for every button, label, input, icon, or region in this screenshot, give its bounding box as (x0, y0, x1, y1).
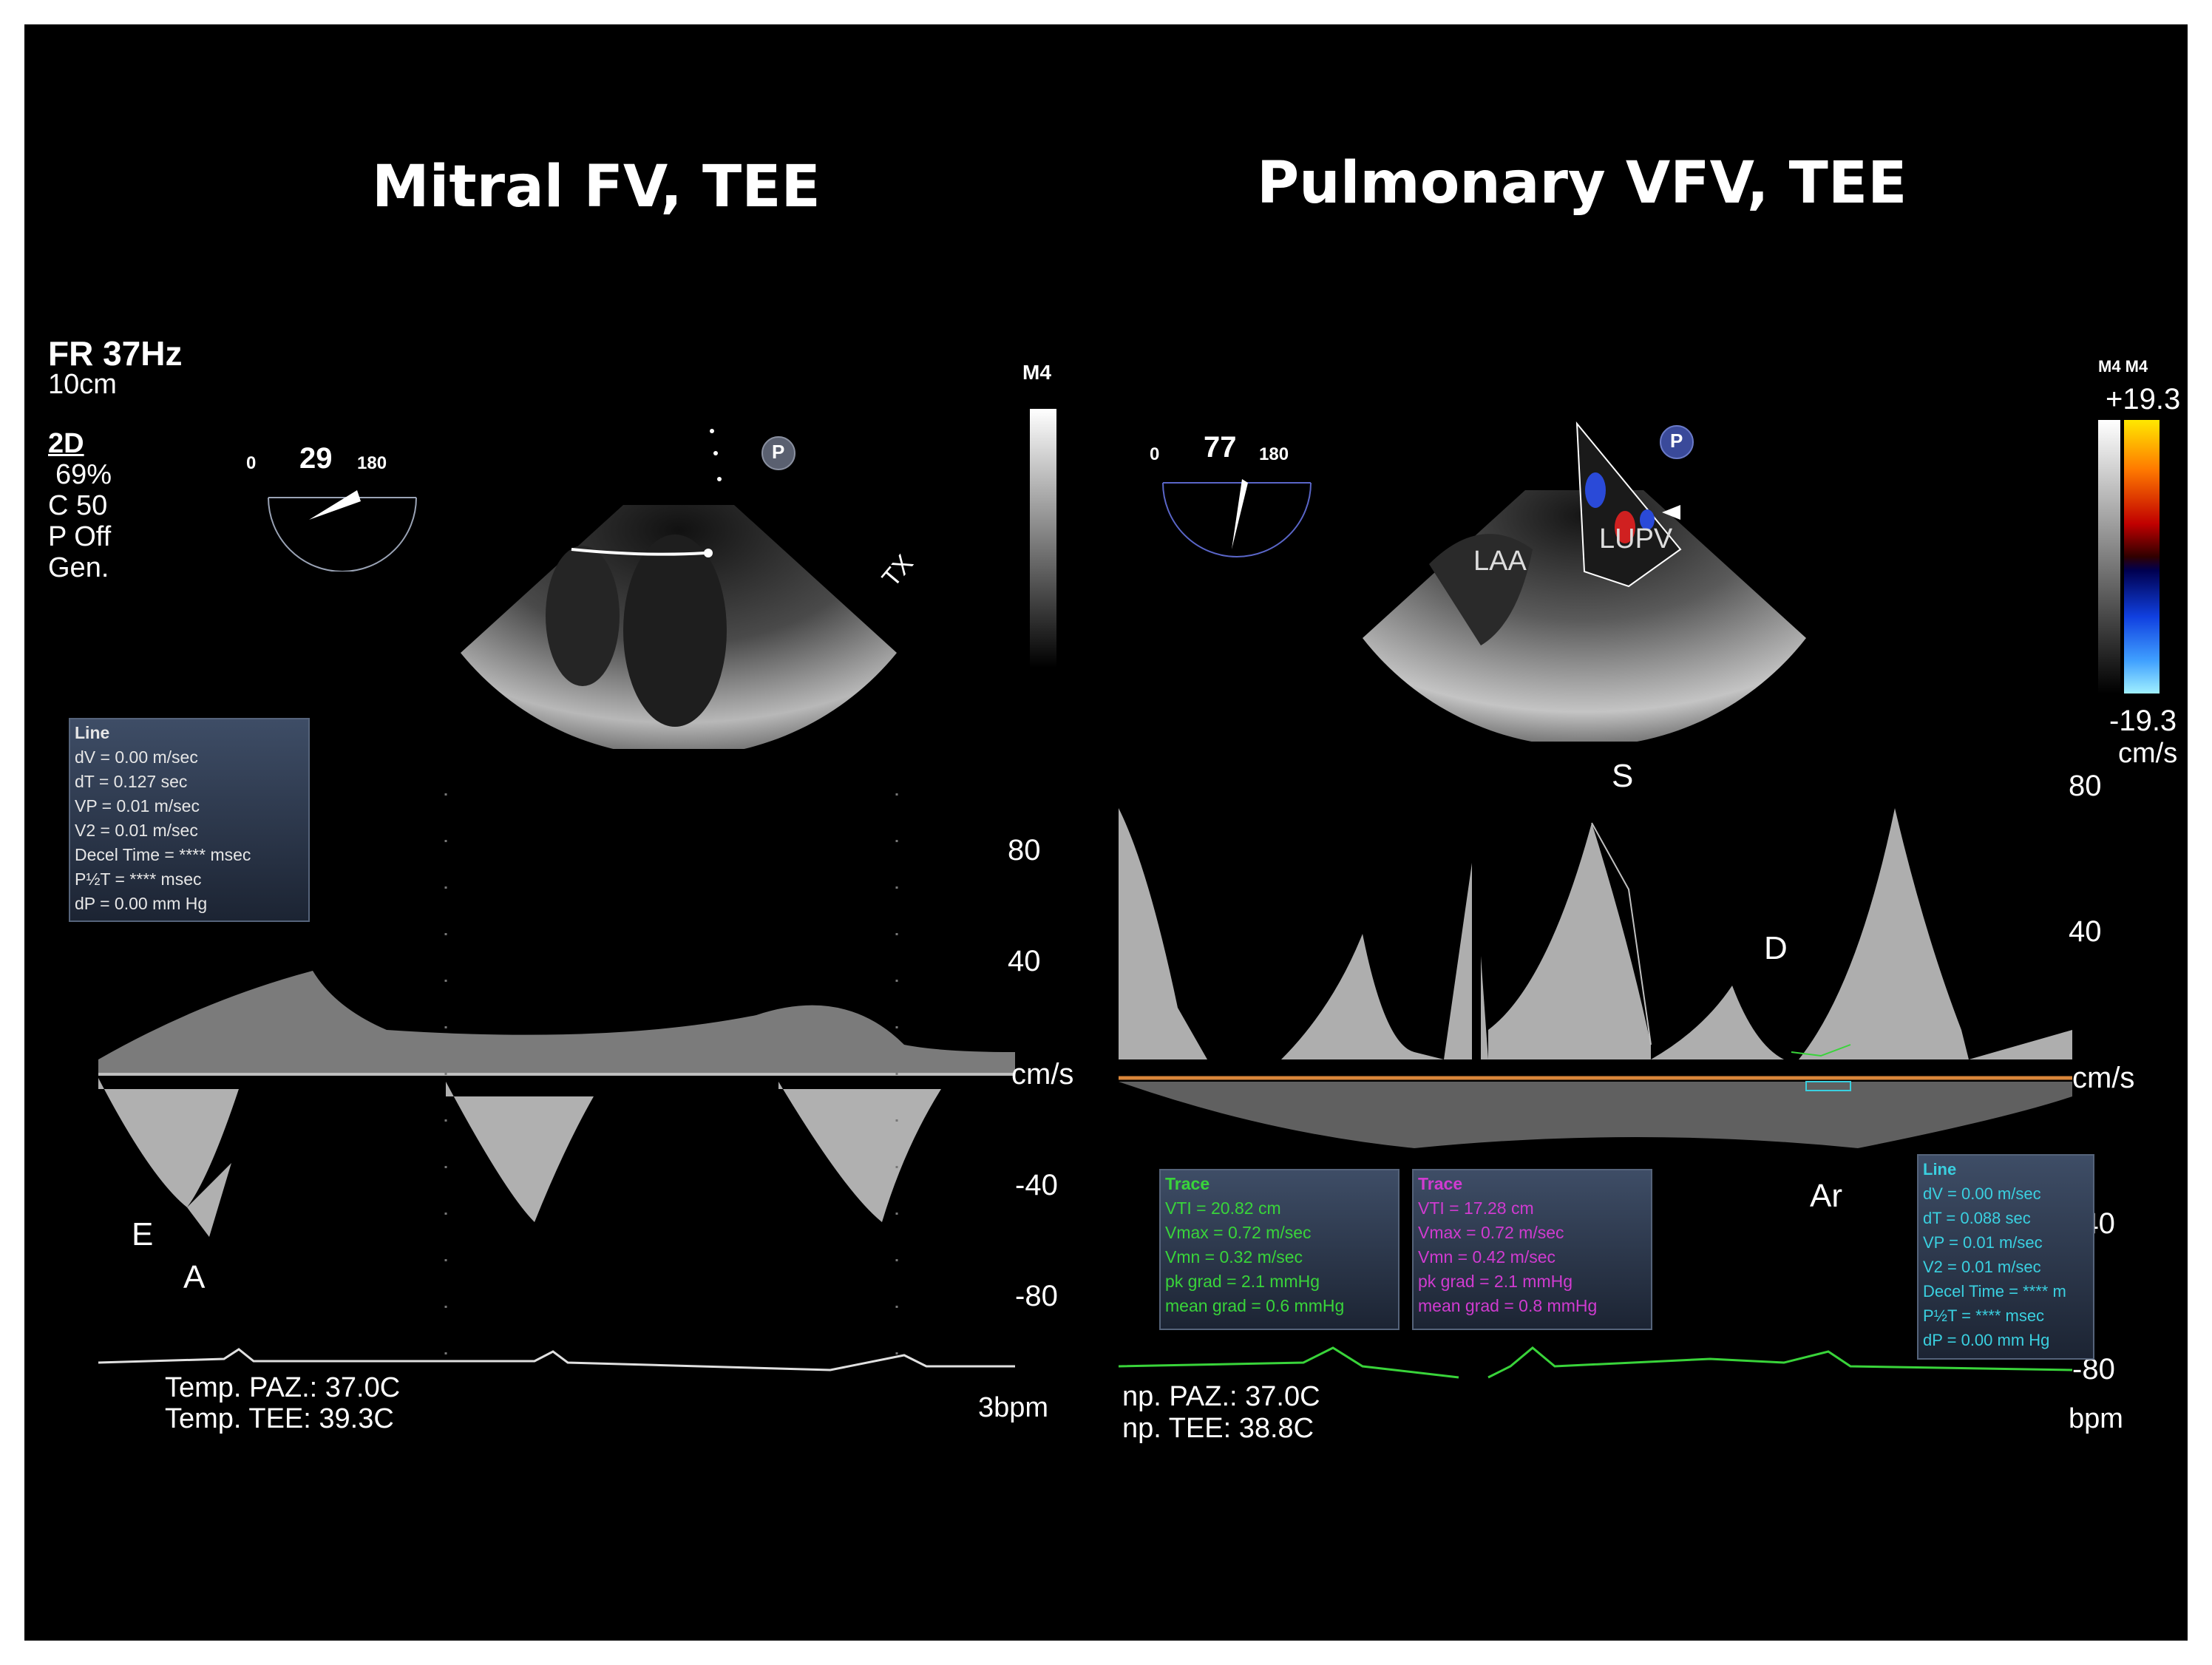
angle-value-right: 77 (1204, 431, 1237, 464)
label-lupv: LUPV (1599, 523, 1673, 555)
scale-tick-neg40: -40 (1015, 1169, 1058, 1201)
trace-title: Trace (1165, 1174, 1210, 1193)
wave-label-a: A (183, 1259, 206, 1295)
temp-tee-right: np. TEE: 38.8C (1122, 1413, 1314, 1444)
probe-label-right: M4 M4 (2098, 357, 2148, 376)
mode-2d: 2D (48, 428, 84, 459)
line-row: dP = 0.00 mm Hg (1923, 1331, 2050, 1349)
doppler-spectrum-right (1119, 801, 2073, 1379)
slide: Mitral FV, TEE Pulmonary VFV, TEE FR 37H… (24, 24, 2188, 1641)
temp-tee-left: Temp. TEE: 39.3C (165, 1403, 394, 1434)
angle-max-right: 180 (1259, 444, 1289, 464)
line-title-right: Line (1923, 1160, 1957, 1179)
line-row: P½T = **** msec (1923, 1306, 2045, 1325)
p-icon-label-left: P (772, 441, 785, 463)
temp-paz-left: Temp. PAZ.: 37.0C (165, 1372, 401, 1403)
angle-value: 29 (299, 442, 333, 475)
echo-sector-left (461, 429, 897, 749)
color-scale-bottom: -19.3 (2109, 705, 2177, 737)
bpm-right: bpm (2069, 1403, 2123, 1434)
trace-row: Vmax = 0.72 m/sec (1165, 1223, 1312, 1242)
angle-min-right: 0 (1150, 444, 1160, 464)
doppler-spectrum-left (98, 793, 1015, 1385)
echo-sector-right (1363, 421, 1806, 742)
wave-label-s: S (1612, 758, 1634, 794)
power: P Off (48, 521, 112, 552)
angle-indicator-right (1162, 479, 1312, 557)
trace-box-magenta: Trace VTI = 17.28 cm Vmax = 0.72 m/sec V… (1412, 1169, 1652, 1330)
trace-row: pk grad = 2.1 mmHg (1418, 1272, 1573, 1291)
gain: 69% (55, 459, 112, 490)
measurement-row: Decel Time = **** msec (75, 845, 251, 864)
left-title: Mitral FV, TEE (372, 154, 821, 220)
scale-tick-80-right: 80 (2069, 770, 2102, 802)
angle-needle-right (1232, 479, 1248, 549)
line-row: dT = 0.088 sec (1923, 1209, 2031, 1227)
trace-row: pk grad = 2.1 mmHg (1165, 1272, 1320, 1291)
wave-label-d: D (1764, 930, 1788, 966)
trace-row: mean grad = 0.6 mmHg (1165, 1296, 1345, 1315)
trace-row: Vmax = 0.72 m/sec (1418, 1223, 1564, 1242)
grayscale-bar (1030, 409, 1056, 668)
trace-row: Vmn = 0.42 m/sec (1418, 1247, 1555, 1266)
color-scale-top: +19.3 (2106, 383, 2181, 416)
frame-rate: FR 37Hz (48, 334, 183, 373)
trace-row: VTI = 20.82 cm (1165, 1198, 1281, 1218)
bpm-left: 3bpm (978, 1392, 1049, 1423)
probe-label-left: M4 (1022, 361, 1051, 384)
compress: C 50 (48, 490, 108, 521)
angle-needle (309, 490, 361, 520)
measurement-row: P½T = **** msec (75, 869, 202, 889)
color-velocity-bar (2124, 420, 2160, 694)
measurement-row: dT = 0.127 sec (75, 772, 188, 791)
measurement-row: VP = 0.01 m/sec (75, 796, 200, 815)
label-laa: LAA (1473, 546, 1527, 577)
color-scale-unit: cm/s (2118, 738, 2178, 769)
trace-title: Trace (1418, 1174, 1463, 1193)
p-icon-left (761, 436, 795, 470)
trace-row: Vmn = 0.32 m/sec (1165, 1247, 1303, 1266)
line-row: VP = 0.01 m/sec (1923, 1233, 2043, 1252)
gray-map-bar (2098, 420, 2120, 694)
p-icon-label-right: P (1670, 430, 1683, 452)
line-row: Decel Time = **** m (1923, 1282, 2066, 1301)
measurement-row: dP = 0.00 mm Hg (75, 894, 208, 913)
measurement-title: Line (75, 723, 110, 742)
scale-unit-right: cm/s (2072, 1062, 2135, 1094)
trace-box-green: Trace VTI = 20.82 cm Vmax = 0.72 m/sec V… (1159, 1169, 1400, 1330)
wave-label-e: E (132, 1216, 154, 1252)
scale-tick-40-right: 40 (2069, 915, 2102, 948)
angle-max: 180 (357, 453, 387, 473)
line-row: dV = 0.00 m/sec (1923, 1184, 2041, 1203)
depth: 10cm (48, 369, 117, 400)
angle-min: 0 (246, 453, 257, 473)
scale-tick-neg80: -80 (1015, 1280, 1058, 1312)
trace-row: VTI = 17.28 cm (1418, 1198, 1534, 1218)
line-measurement-box-right: Line dV = 0.00 m/sec dT = 0.088 sec VP =… (1917, 1154, 2094, 1360)
preset: Gen. (48, 552, 109, 583)
line-measurement-box-left: Line dV = 0.00 m/sec dT = 0.127 sec VP =… (69, 718, 310, 922)
trace-row: mean grad = 0.8 mmHg (1418, 1296, 1598, 1315)
angle-indicator-left (268, 490, 417, 572)
p-icon-right (1660, 425, 1694, 459)
measurement-row: V2 = 0.01 m/sec (75, 821, 198, 840)
scale-tick-40: 40 (1008, 945, 1041, 977)
temp-paz-right: np. PAZ.: 37.0C (1122, 1381, 1320, 1412)
scale-unit-left: cm/s (1011, 1058, 1074, 1091)
wave-label-ar: Ar (1810, 1178, 1842, 1214)
measurement-row: dV = 0.00 m/sec (75, 747, 198, 767)
scale-tick-80: 80 (1008, 834, 1041, 867)
line-row: V2 = 0.01 m/sec (1923, 1258, 2041, 1276)
right-title: Pulmonary VFV, TEE (1257, 150, 1907, 217)
